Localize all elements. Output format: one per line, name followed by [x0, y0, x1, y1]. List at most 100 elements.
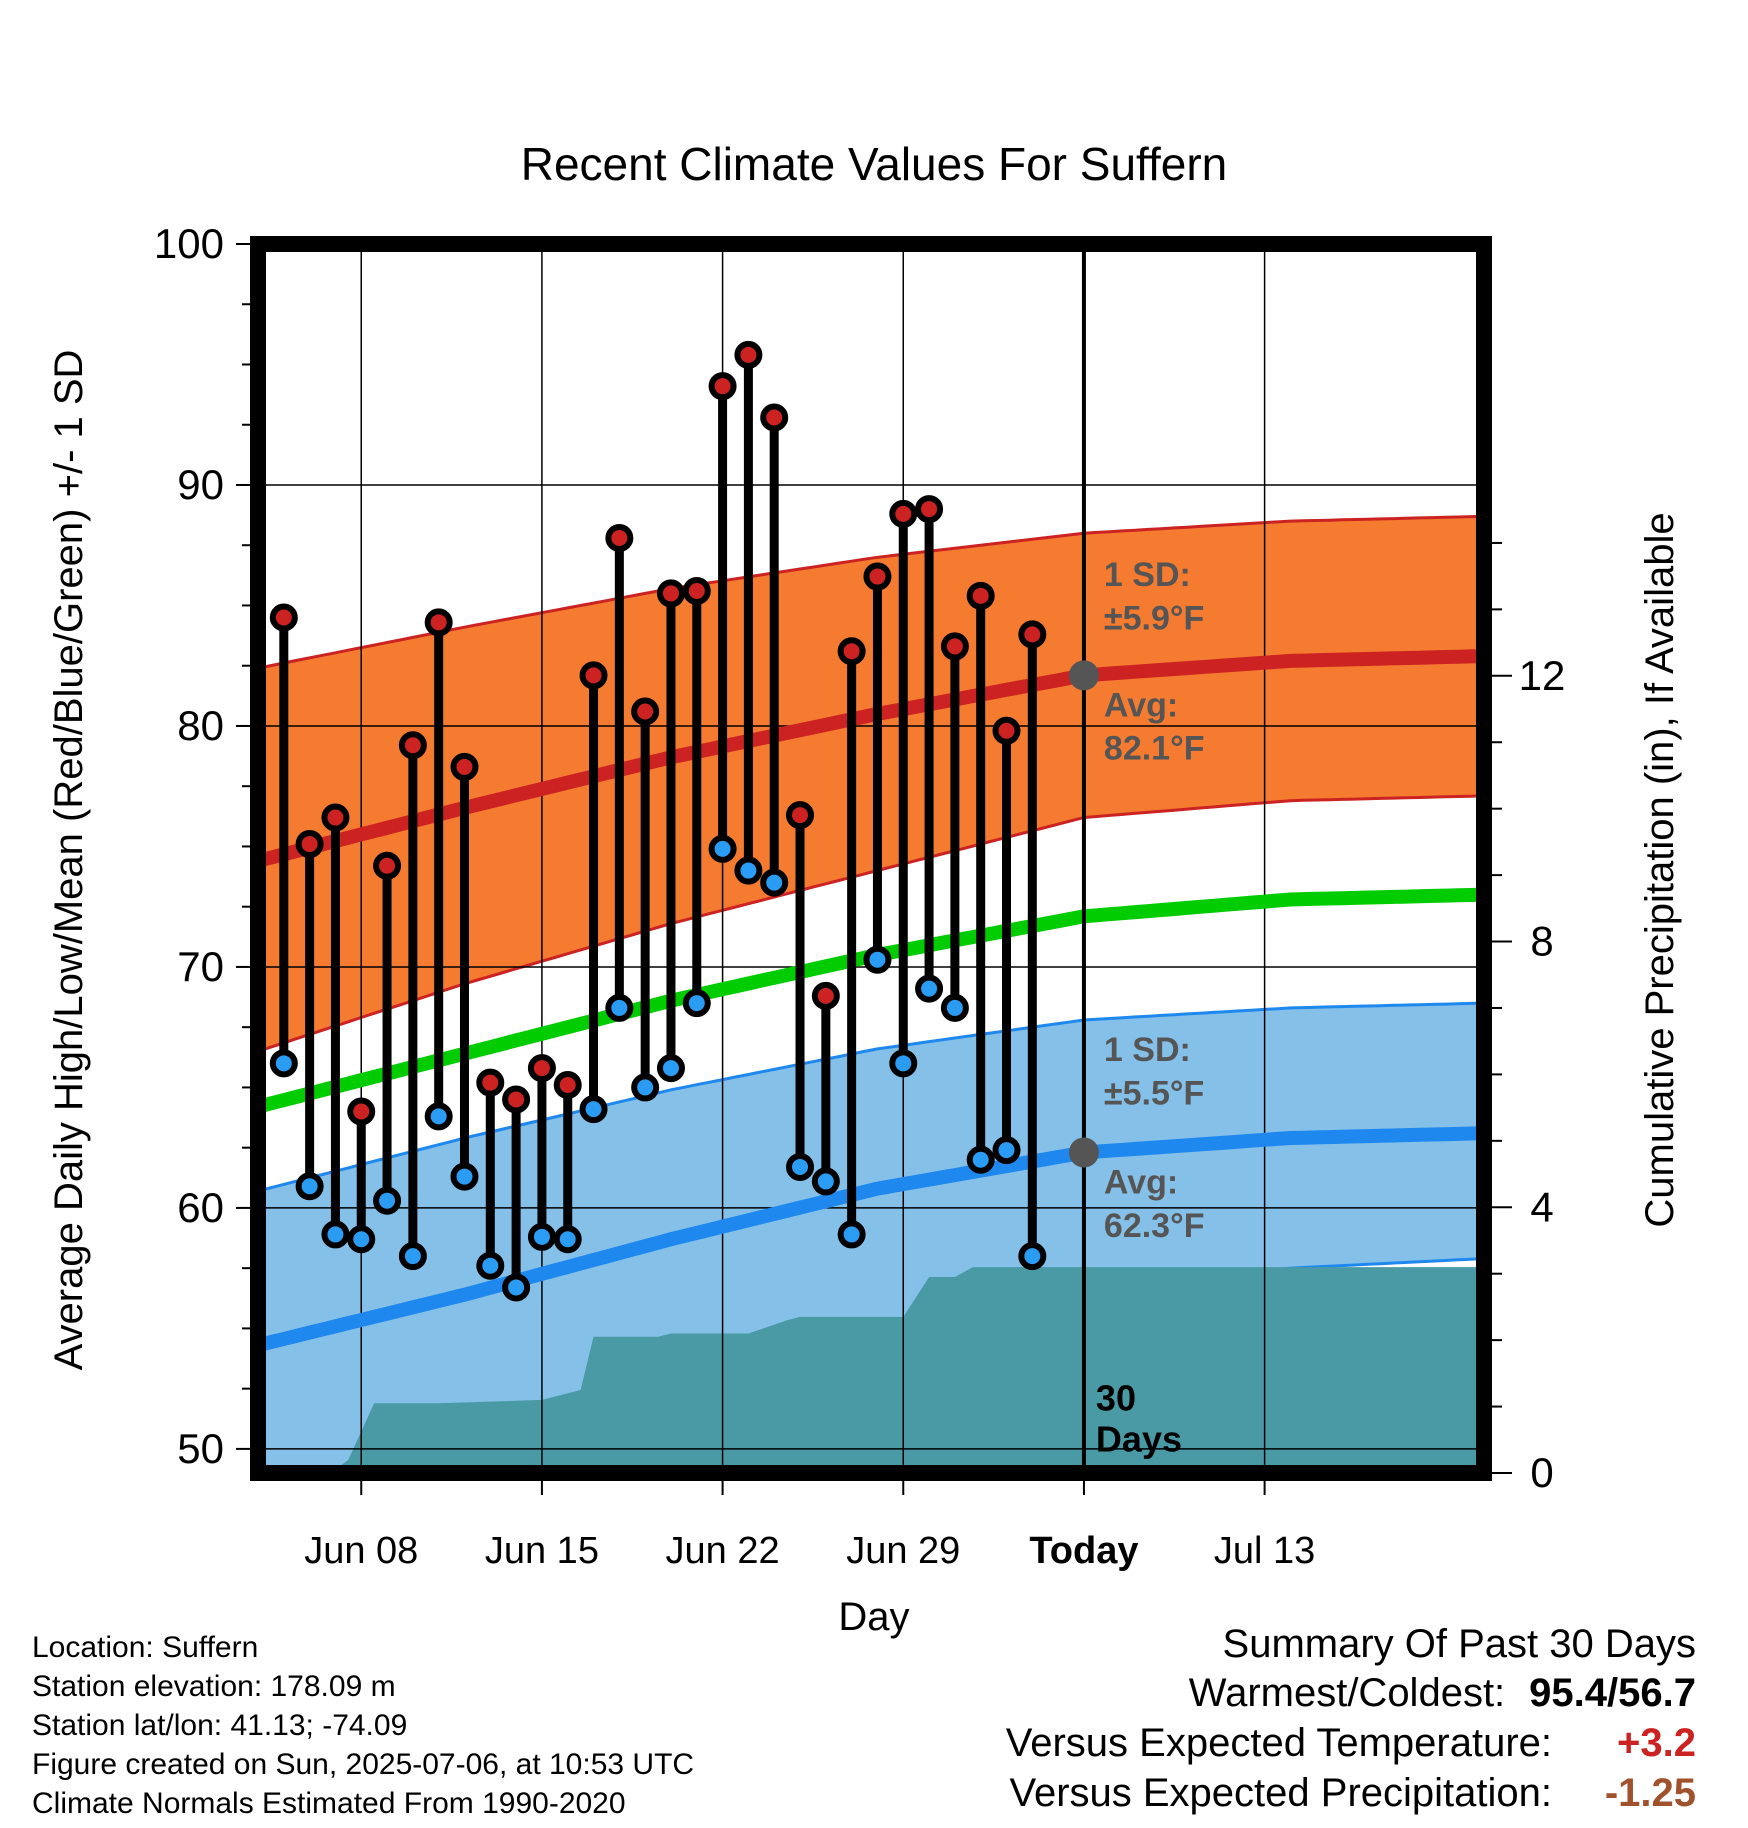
daily-high-point	[295, 830, 324, 859]
x-tick-label: Jun 08	[304, 1530, 418, 1572]
chart-title: Recent Climate Values For Suffern	[521, 138, 1228, 190]
daily-low-point	[1018, 1242, 1047, 1271]
daily-high-point	[502, 1085, 531, 1114]
y-tick-label: 90	[177, 461, 224, 508]
high-sd-upper-line	[258, 514, 1484, 670]
daily-low-point	[889, 1049, 918, 1078]
daily-high-point	[863, 562, 892, 591]
y2-tick-label: 8	[1530, 918, 1553, 965]
low-avg-value: 62.3°F	[1104, 1207, 1205, 1245]
y-tick-label: 70	[177, 943, 224, 990]
daily-low-point	[553, 1225, 582, 1254]
daily-low-point	[708, 834, 737, 863]
daily-high-point	[321, 803, 350, 832]
daily-high-point	[734, 340, 763, 369]
daily-low-point	[579, 1095, 608, 1124]
daily-low-point	[837, 1220, 866, 1249]
daily-high-point	[1018, 620, 1047, 649]
precip-label: Versus Expected Precipitation:	[1009, 1771, 1552, 1815]
high-sd-label: 1 SD:	[1104, 556, 1191, 594]
summary-title: Summary Of Past 30 Days	[1222, 1622, 1696, 1666]
daily-high-point	[527, 1054, 556, 1083]
daily-low-point	[734, 856, 763, 885]
y-tick-label: 60	[177, 1184, 224, 1231]
plot-area: 1 SD: ±5.9°F Avg: 82.1°F 1 SD: ±5.5°F Avg: 62.3…	[258, 244, 1484, 1473]
daily-low-point	[295, 1172, 324, 1201]
x-tick-label: Jun 22	[666, 1530, 780, 1572]
y2-axis-label: Cumulative Precipitation (in), If Availa…	[1638, 512, 1682, 1227]
daily-high-point	[786, 801, 815, 830]
daily-high-point	[424, 608, 453, 637]
daily-low-point	[786, 1152, 815, 1181]
daily-high-point	[605, 523, 634, 552]
daily-high-point	[760, 403, 789, 432]
normals-text: Climate Normals Estimated From 1990-2020	[32, 1787, 626, 1820]
daily-high-point	[347, 1097, 376, 1126]
daily-low-point	[398, 1242, 427, 1271]
daily-low-point	[502, 1273, 531, 1302]
daily-high-point	[915, 495, 944, 524]
temp-value: +3.2	[1617, 1721, 1696, 1765]
daily-low-point	[682, 989, 711, 1018]
precip-value: -1.25	[1604, 1771, 1696, 1815]
station-info: Location: Suffern Station elevation: 178…	[32, 1628, 694, 1823]
y-tick-label: 80	[177, 702, 224, 749]
warmest-value: 95.4/56.7	[1529, 1671, 1696, 1715]
today-high-avg-marker	[1068, 660, 1099, 691]
daily-high-point	[940, 632, 969, 661]
daily-low-point	[347, 1225, 376, 1254]
daily-high-point	[631, 697, 660, 726]
x-tick-label: Jul 13	[1214, 1530, 1315, 1572]
daily-high-point	[269, 603, 298, 632]
daily-low-point	[992, 1136, 1021, 1165]
daily-high-point	[553, 1071, 582, 1100]
daily-low-point	[811, 1167, 840, 1196]
high-sd-band	[258, 516, 1484, 1052]
summary-warmest-row: Warmest/Coldest: 95.4/56.7	[1006, 1668, 1696, 1718]
daily-high-point	[966, 581, 995, 610]
daily-high-point	[398, 731, 427, 760]
precip-area	[258, 1267, 1484, 1473]
low-sd-label: 1 SD:	[1104, 1031, 1191, 1069]
x-tick-label: Today	[1029, 1530, 1138, 1572]
x-tick-label: Jun 15	[485, 1530, 599, 1572]
y-axis-label: Average Daily High/Low/Mean (Red/Blue/Gr…	[47, 350, 91, 1371]
warmest-label: Warmest/Coldest:	[1188, 1671, 1506, 1715]
daily-low-point	[605, 993, 634, 1022]
daily-high-point	[837, 637, 866, 666]
daily-low-point	[527, 1222, 556, 1251]
high-sd-value: ±5.9°F	[1104, 600, 1204, 638]
y-tick-label: 100	[154, 220, 224, 267]
daily-low-point	[966, 1145, 995, 1174]
daily-high-point	[889, 499, 918, 528]
axes: 50 60 70 80 90 100 0 4 8 12 Jun 08 Jun 15 Jun 22 Jun …	[154, 220, 1565, 1572]
high-avg-label: Avg:	[1104, 686, 1178, 724]
daily-high-point	[579, 661, 608, 690]
y2-tick-label: 12	[1519, 652, 1566, 699]
daily-low-point	[863, 945, 892, 974]
low-sd-value: ±5.5°F	[1104, 1074, 1204, 1112]
summary-temp-row: Versus Expected Temperature: +3.2	[1006, 1718, 1696, 1768]
low-normal-line	[258, 1126, 1484, 1353]
low-avg-label: Avg:	[1104, 1163, 1178, 1201]
daily-low-point	[269, 1049, 298, 1078]
daily-high-point	[708, 372, 737, 401]
high-avg-value: 82.1°F	[1104, 730, 1205, 768]
x-axis-label: Day	[838, 1595, 909, 1639]
daily-low-point	[631, 1073, 660, 1102]
latlon-text: Station lat/lon: 41.13; -74.09	[32, 1709, 408, 1742]
summary-panel: Summary Of Past 30 Days Warmest/Coldest:…	[1006, 1620, 1696, 1818]
daily-low-point	[760, 868, 789, 897]
daily-high-point	[811, 981, 840, 1010]
daily-low-point	[656, 1054, 685, 1083]
daily-low-point	[940, 993, 969, 1022]
daily-low-point	[450, 1162, 479, 1191]
daily-high-point	[656, 579, 685, 608]
daily-low-point	[915, 974, 944, 1003]
daily-high-point	[992, 716, 1021, 745]
plot-frame	[250, 236, 1492, 1481]
x-tick-label: Jun 29	[846, 1530, 960, 1572]
daily-high-point	[450, 752, 479, 781]
daily-low-point	[321, 1220, 350, 1249]
y-tick-label: 50	[177, 1425, 224, 1472]
